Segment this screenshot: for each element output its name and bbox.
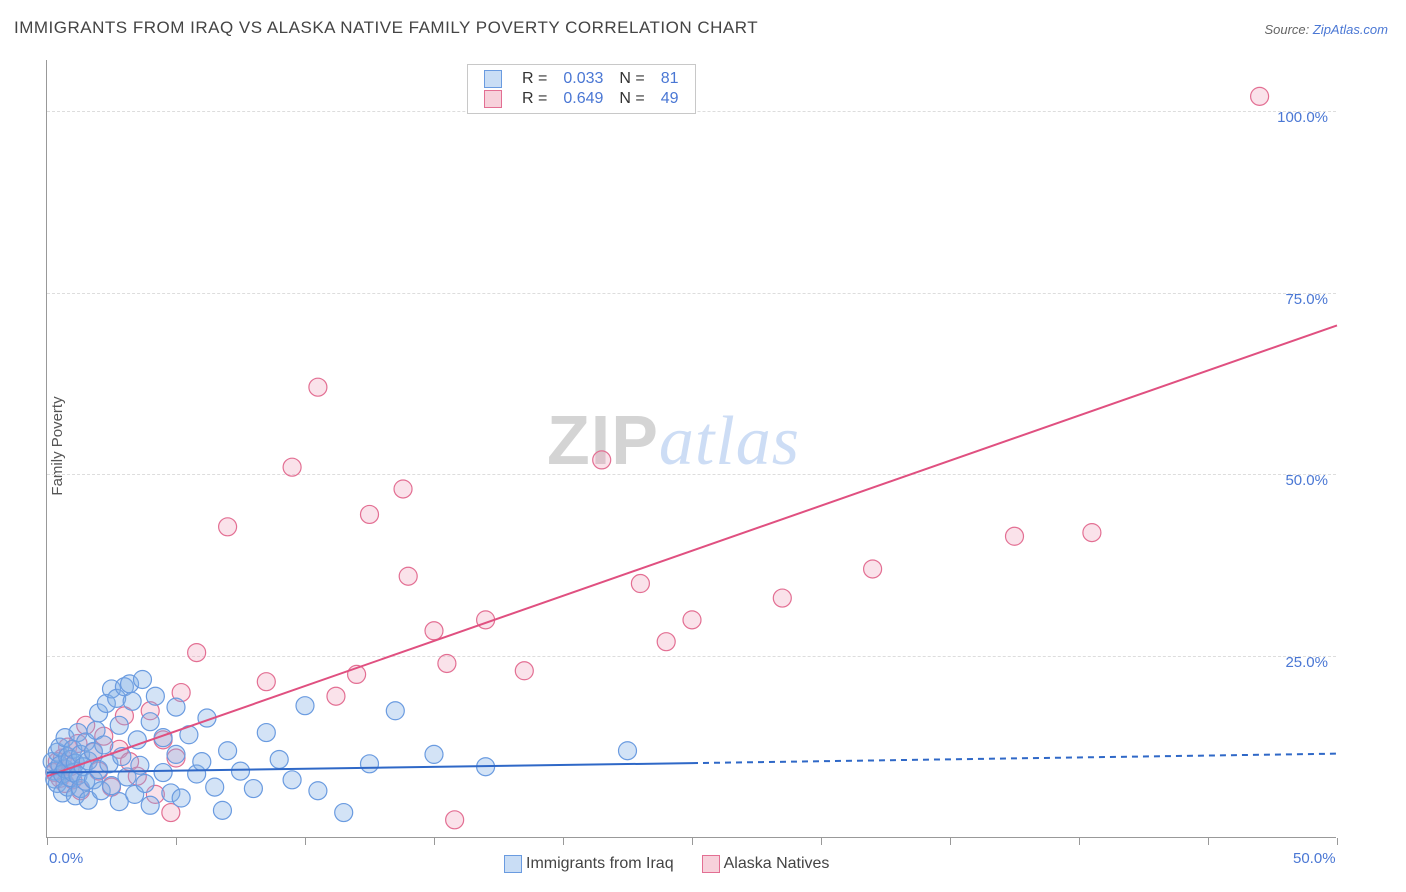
- blue-point: [309, 782, 327, 800]
- blue-point: [110, 716, 128, 734]
- legend-label: Immigrants from Iraq: [526, 855, 674, 873]
- legend-r-label: R =: [514, 69, 555, 89]
- x-tick: [1079, 838, 1080, 845]
- x-tick: [1337, 838, 1338, 845]
- blue-point: [172, 789, 190, 807]
- pink-point: [399, 567, 417, 585]
- pink-trendline: [47, 325, 1337, 776]
- pink-point: [446, 811, 464, 829]
- legend-r-value: 0.033: [555, 69, 611, 89]
- blue-point: [95, 736, 113, 754]
- pink-point: [773, 589, 791, 607]
- series-legend: Immigrants from Iraq Alaska Natives: [490, 855, 843, 878]
- x-tick-label: 0.0%: [49, 850, 83, 867]
- blue-point: [141, 713, 159, 731]
- x-tick: [176, 838, 177, 845]
- blue-point: [141, 796, 159, 814]
- plot-area: ZIPatlas R =0.033N =81R =0.649N =49 25.0…: [46, 60, 1336, 838]
- legend-r-value: 0.649: [555, 89, 611, 109]
- pink-point: [683, 611, 701, 629]
- pink-point: [438, 654, 456, 672]
- blue-trendline-extrapolated: [692, 754, 1337, 763]
- chart-title: IMMIGRANTS FROM IRAQ VS ALASKA NATIVE FA…: [14, 18, 758, 38]
- blue-point: [146, 687, 164, 705]
- legend-swatch: [484, 90, 502, 108]
- pink-point: [361, 505, 379, 523]
- blue-point: [386, 702, 404, 720]
- blue-point: [283, 771, 301, 789]
- blue-point: [425, 745, 443, 763]
- blue-point: [270, 750, 288, 768]
- x-tick: [47, 838, 48, 845]
- blue-point: [219, 742, 237, 760]
- x-tick: [692, 838, 693, 845]
- blue-point: [335, 804, 353, 822]
- pink-point: [593, 451, 611, 469]
- x-tick-label: 50.0%: [1293, 850, 1336, 867]
- pink-point: [309, 378, 327, 396]
- source-label: Source:: [1264, 22, 1312, 37]
- legend-item: Alaska Natives: [702, 855, 830, 873]
- source-credit: Source: ZipAtlas.com: [1264, 22, 1388, 37]
- blue-point: [213, 801, 231, 819]
- legend-row: R =0.649N =49: [476, 89, 687, 109]
- blue-point: [206, 778, 224, 796]
- y-tick-label: 100.0%: [1277, 109, 1328, 126]
- pink-point: [631, 575, 649, 593]
- legend-item: Immigrants from Iraq: [504, 855, 674, 873]
- pink-point: [1251, 87, 1269, 105]
- blue-point: [257, 724, 275, 742]
- blue-point: [154, 764, 172, 782]
- y-tick-label: 25.0%: [1285, 654, 1328, 671]
- blue-point: [136, 774, 154, 792]
- pink-point: [1006, 527, 1024, 545]
- x-tick: [950, 838, 951, 845]
- pink-point: [515, 662, 533, 680]
- pink-point: [864, 560, 882, 578]
- legend-r-label: R =: [514, 89, 555, 109]
- legend-label: Alaska Natives: [724, 855, 830, 873]
- blue-point: [232, 762, 250, 780]
- legend-n-value: 49: [653, 89, 687, 109]
- pink-point: [283, 458, 301, 476]
- source-link[interactable]: ZipAtlas.com: [1313, 22, 1388, 37]
- pink-point: [257, 673, 275, 691]
- x-tick: [1208, 838, 1209, 845]
- legend-swatch: [484, 70, 502, 88]
- legend-n-label: N =: [611, 69, 652, 89]
- chart-svg: [47, 60, 1336, 837]
- x-tick: [563, 838, 564, 845]
- pink-point: [394, 480, 412, 498]
- legend-row: R =0.033N =81: [476, 69, 687, 89]
- y-tick-label: 75.0%: [1285, 291, 1328, 308]
- pink-point: [188, 644, 206, 662]
- y-tick-label: 50.0%: [1285, 472, 1328, 489]
- blue-point: [167, 698, 185, 716]
- blue-point: [193, 753, 211, 771]
- blue-point: [296, 697, 314, 715]
- correlation-legend: R =0.033N =81R =0.649N =49: [467, 64, 696, 114]
- pink-point: [425, 622, 443, 640]
- blue-point: [619, 742, 637, 760]
- x-tick: [305, 838, 306, 845]
- x-tick: [434, 838, 435, 845]
- legend-n-value: 81: [653, 69, 687, 89]
- pink-point: [657, 633, 675, 651]
- x-tick: [821, 838, 822, 845]
- legend-swatch: [702, 855, 720, 873]
- pink-point: [1083, 524, 1101, 542]
- legend-n-label: N =: [611, 89, 652, 109]
- blue-point: [244, 780, 262, 798]
- legend-swatch: [504, 855, 522, 873]
- blue-point: [123, 692, 141, 710]
- blue-point: [167, 745, 185, 763]
- pink-point: [327, 687, 345, 705]
- pink-point: [219, 518, 237, 536]
- blue-point: [133, 670, 151, 688]
- blue-point: [361, 755, 379, 773]
